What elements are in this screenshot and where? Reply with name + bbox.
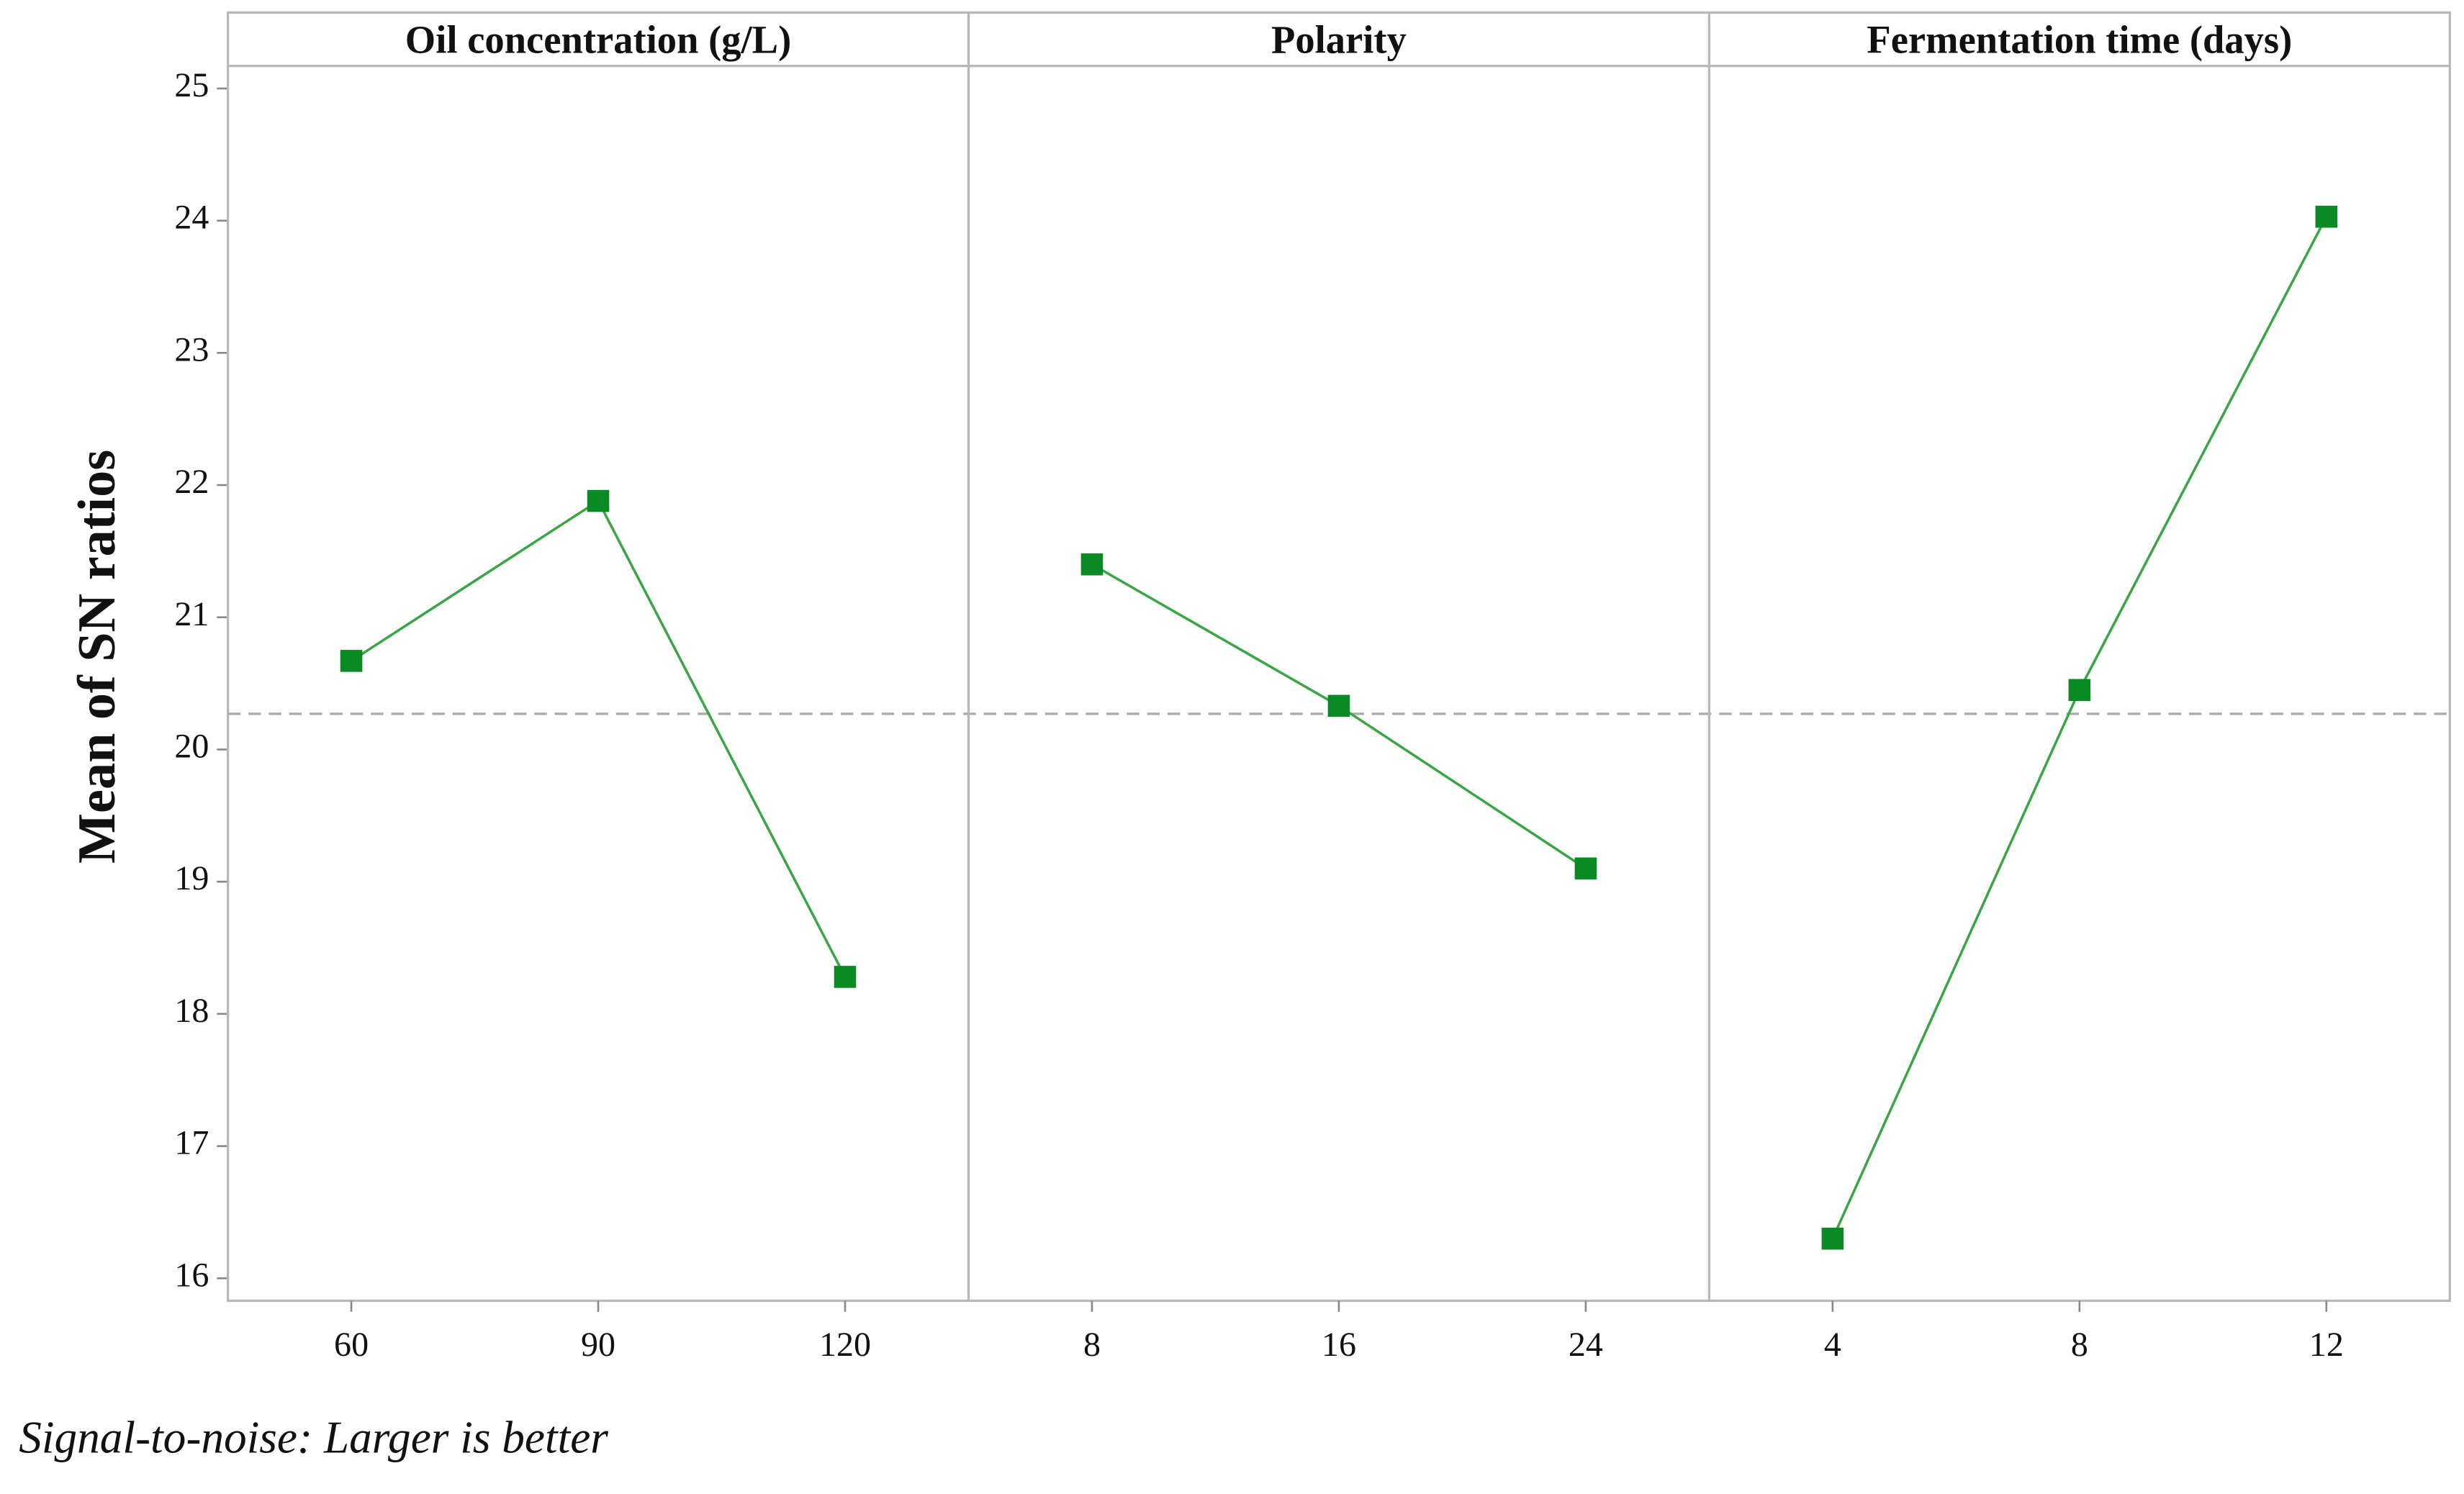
x-tick-label: 90 <box>581 1326 615 1364</box>
y-tick-label: 20 <box>174 727 209 765</box>
y-tick-label: 22 <box>174 463 209 501</box>
x-tick-label: 8 <box>1083 1326 1101 1364</box>
panel-title: Polarity <box>1271 18 1407 62</box>
x-tick-label: 24 <box>1569 1326 1603 1364</box>
plot-frame <box>226 11 2451 1303</box>
x-tick-label: 120 <box>819 1326 871 1364</box>
marker <box>1821 1227 1844 1250</box>
marker <box>1574 857 1597 880</box>
marker <box>587 489 610 512</box>
y-tick-label: 25 <box>174 66 209 104</box>
marker <box>834 966 857 988</box>
panel-title: Fermentation time (days) <box>1867 18 2292 62</box>
note: Signal-to-noise: Larger is better <box>19 1412 608 1462</box>
x-tick-label: 8 <box>2071 1326 2088 1364</box>
marker <box>2315 205 2338 228</box>
marker <box>1080 553 1104 576</box>
panel-title: Oil concentration (g/L) <box>405 18 791 62</box>
line <box>351 499 847 978</box>
x-tick-label: 4 <box>1824 1326 1841 1364</box>
y-tick-label: 23 <box>174 330 209 368</box>
y-tick-label: 17 <box>174 1124 209 1162</box>
y-axis-label: Mean of SN ratios <box>68 450 127 864</box>
marker <box>340 650 363 672</box>
y-tick-label: 21 <box>174 595 209 633</box>
x-tick-label: 12 <box>2309 1326 2344 1364</box>
y-tick-label: 19 <box>174 859 209 897</box>
x-tick-label: 60 <box>334 1326 369 1364</box>
marker <box>2068 679 2091 702</box>
marker <box>1327 694 1350 717</box>
y-tick-label: 24 <box>174 199 209 237</box>
y-tick-label: 16 <box>174 1256 209 1294</box>
y-tick-label: 18 <box>174 992 209 1030</box>
x-tick-label: 16 <box>1322 1326 1356 1364</box>
line <box>1831 216 2328 1239</box>
